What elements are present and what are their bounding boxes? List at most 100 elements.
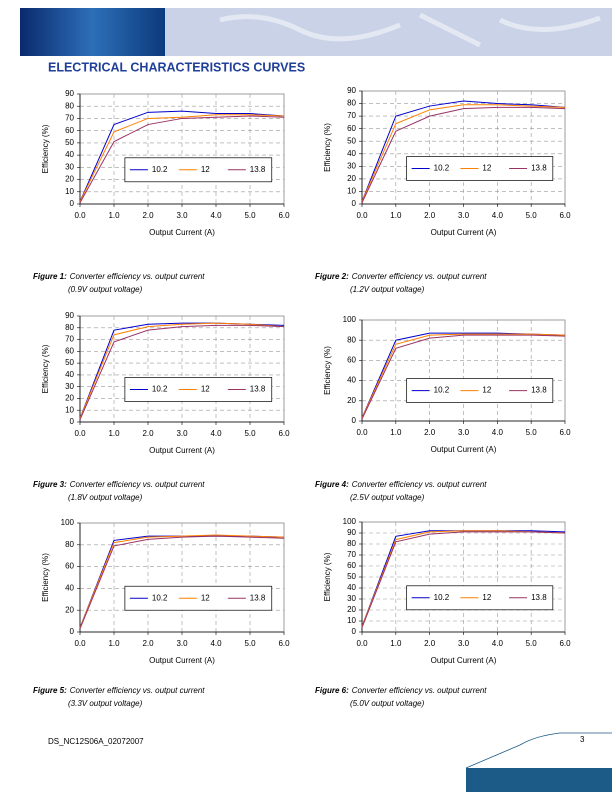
figure-text: Converter efficiency vs. output current	[70, 686, 206, 695]
x-tick-label: 0.0	[74, 429, 86, 438]
y-tick-label: 70	[65, 114, 74, 123]
y-axis-title: Efficiency (%)	[323, 346, 332, 395]
x-tick-label: 1.0	[390, 428, 402, 437]
x-tick-label: 4.0	[492, 428, 504, 437]
figure-label: Figure 4:	[315, 480, 349, 489]
y-tick-label: 30	[65, 162, 74, 171]
legend-label: 12	[482, 593, 491, 602]
x-tick-label: 2.0	[142, 429, 154, 438]
x-tick-label: 4.0	[492, 211, 504, 220]
y-tick-label: 50	[65, 138, 74, 147]
y-tick-label: 10	[347, 187, 356, 196]
x-tick-label: 3.0	[458, 211, 470, 220]
legend-label: 12	[482, 164, 491, 173]
legend-box	[124, 157, 273, 183]
figure-text: Converter efficiency vs. output current	[352, 480, 488, 489]
x-tick-label: 4.0	[492, 639, 504, 648]
x-tick-label: 2.0	[424, 211, 436, 220]
figure-caption: Figure 1: Converter efficiency vs. output…	[33, 272, 205, 281]
figure-caption: Figure 3: Converter efficiency vs. output…	[33, 480, 205, 489]
y-tick-label: 50	[65, 358, 74, 367]
legend-label: 10.2	[434, 164, 450, 173]
y-axis-title: Efficiency (%)	[323, 552, 332, 601]
y-tick-label: 100	[343, 315, 357, 324]
figure-label: Figure 3:	[33, 480, 67, 489]
figure-note: (0.9V output voltage)	[68, 285, 143, 294]
x-axis-title: Output Current (A)	[149, 228, 215, 237]
series-line	[361, 106, 566, 203]
y-tick-label: 90	[347, 86, 356, 95]
x-tick-label: 6.0	[559, 211, 571, 220]
figure-text: Converter efficiency vs. output current	[352, 272, 488, 281]
y-tick-label: 0	[352, 627, 357, 636]
legend-label: 12	[482, 386, 491, 395]
x-axis-title: Output Current (A)	[149, 446, 215, 455]
figure-text: Converter efficiency vs. output current	[70, 480, 206, 489]
y-tick-label: 40	[65, 370, 74, 379]
x-tick-label: 4.0	[210, 211, 222, 220]
y-tick-label: 30	[347, 594, 356, 603]
figure-note: (1.2V output voltage)	[350, 285, 425, 294]
y-tick-label: 20	[65, 175, 74, 184]
legend-label: 12	[201, 165, 210, 174]
page-title: ELECTRICAL CHARACTERISTICS CURVES	[48, 60, 305, 74]
x-tick-label: 6.0	[559, 428, 571, 437]
y-tick-label: 20	[347, 174, 356, 183]
legend-label: 13.8	[250, 165, 266, 174]
y-tick-label: 60	[347, 356, 356, 365]
legend-box	[406, 585, 554, 611]
footer-line	[465, 732, 612, 769]
y-tick-label: 100	[61, 518, 75, 527]
x-tick-label: 5.0	[526, 428, 538, 437]
x-tick-label: 4.0	[210, 639, 222, 648]
y-tick-label: 0	[352, 199, 357, 208]
x-tick-label: 0.0	[356, 428, 368, 437]
legend-box	[406, 378, 554, 403]
x-tick-label: 1.0	[108, 639, 120, 648]
figure-caption: Figure 6: Converter efficiency vs. output…	[315, 686, 487, 695]
series-line	[361, 104, 566, 202]
y-tick-label: 30	[65, 382, 74, 391]
legend-label: 12	[201, 385, 210, 394]
y-tick-label: 10	[347, 616, 356, 625]
legend-label: 10.2	[152, 385, 168, 394]
y-tick-label: 100	[343, 517, 357, 526]
x-tick-label: 6.0	[278, 639, 290, 648]
figure-label: Figure 6:	[315, 686, 349, 695]
figure-caption: Figure 5: Converter efficiency vs. output…	[33, 686, 205, 695]
y-tick-label: 80	[65, 540, 74, 549]
y-tick-label: 0	[352, 416, 357, 425]
legend-label: 13.8	[250, 593, 266, 602]
y-tick-label: 0	[70, 199, 75, 208]
y-tick-label: 30	[347, 161, 356, 170]
y-tick-label: 20	[347, 396, 356, 405]
figure-note: (5.0V output voltage)	[350, 699, 425, 708]
x-tick-label: 2.0	[142, 639, 154, 648]
figure-label: Figure 1:	[33, 272, 67, 281]
y-tick-label: 40	[65, 150, 74, 159]
x-axis-title: Output Current (A)	[431, 228, 497, 237]
x-tick-label: 3.0	[458, 428, 470, 437]
legend-label: 10.2	[434, 593, 450, 602]
legend-box	[124, 377, 273, 402]
figure-note: (2.5V output voltage)	[350, 493, 425, 502]
figure-text: Converter efficiency vs. output current	[352, 686, 488, 695]
y-tick-label: 80	[347, 99, 356, 108]
y-tick-label: 70	[347, 111, 356, 120]
x-tick-label: 5.0	[526, 639, 538, 648]
y-tick-label: 60	[65, 346, 74, 355]
y-tick-label: 90	[347, 528, 356, 537]
x-tick-label: 5.0	[244, 211, 256, 220]
figure-caption: Figure 4: Converter efficiency vs. output…	[315, 480, 487, 489]
y-tick-label: 40	[347, 149, 356, 158]
y-tick-label: 80	[65, 101, 74, 110]
x-tick-label: 3.0	[176, 639, 188, 648]
y-tick-label: 20	[347, 605, 356, 614]
x-tick-label: 0.0	[356, 211, 368, 220]
y-axis-title: Efficiency (%)	[41, 344, 50, 393]
x-tick-label: 5.0	[526, 211, 538, 220]
x-tick-label: 1.0	[390, 639, 402, 648]
legend-label: 13.8	[531, 386, 547, 395]
legend-label: 13.8	[250, 385, 266, 394]
